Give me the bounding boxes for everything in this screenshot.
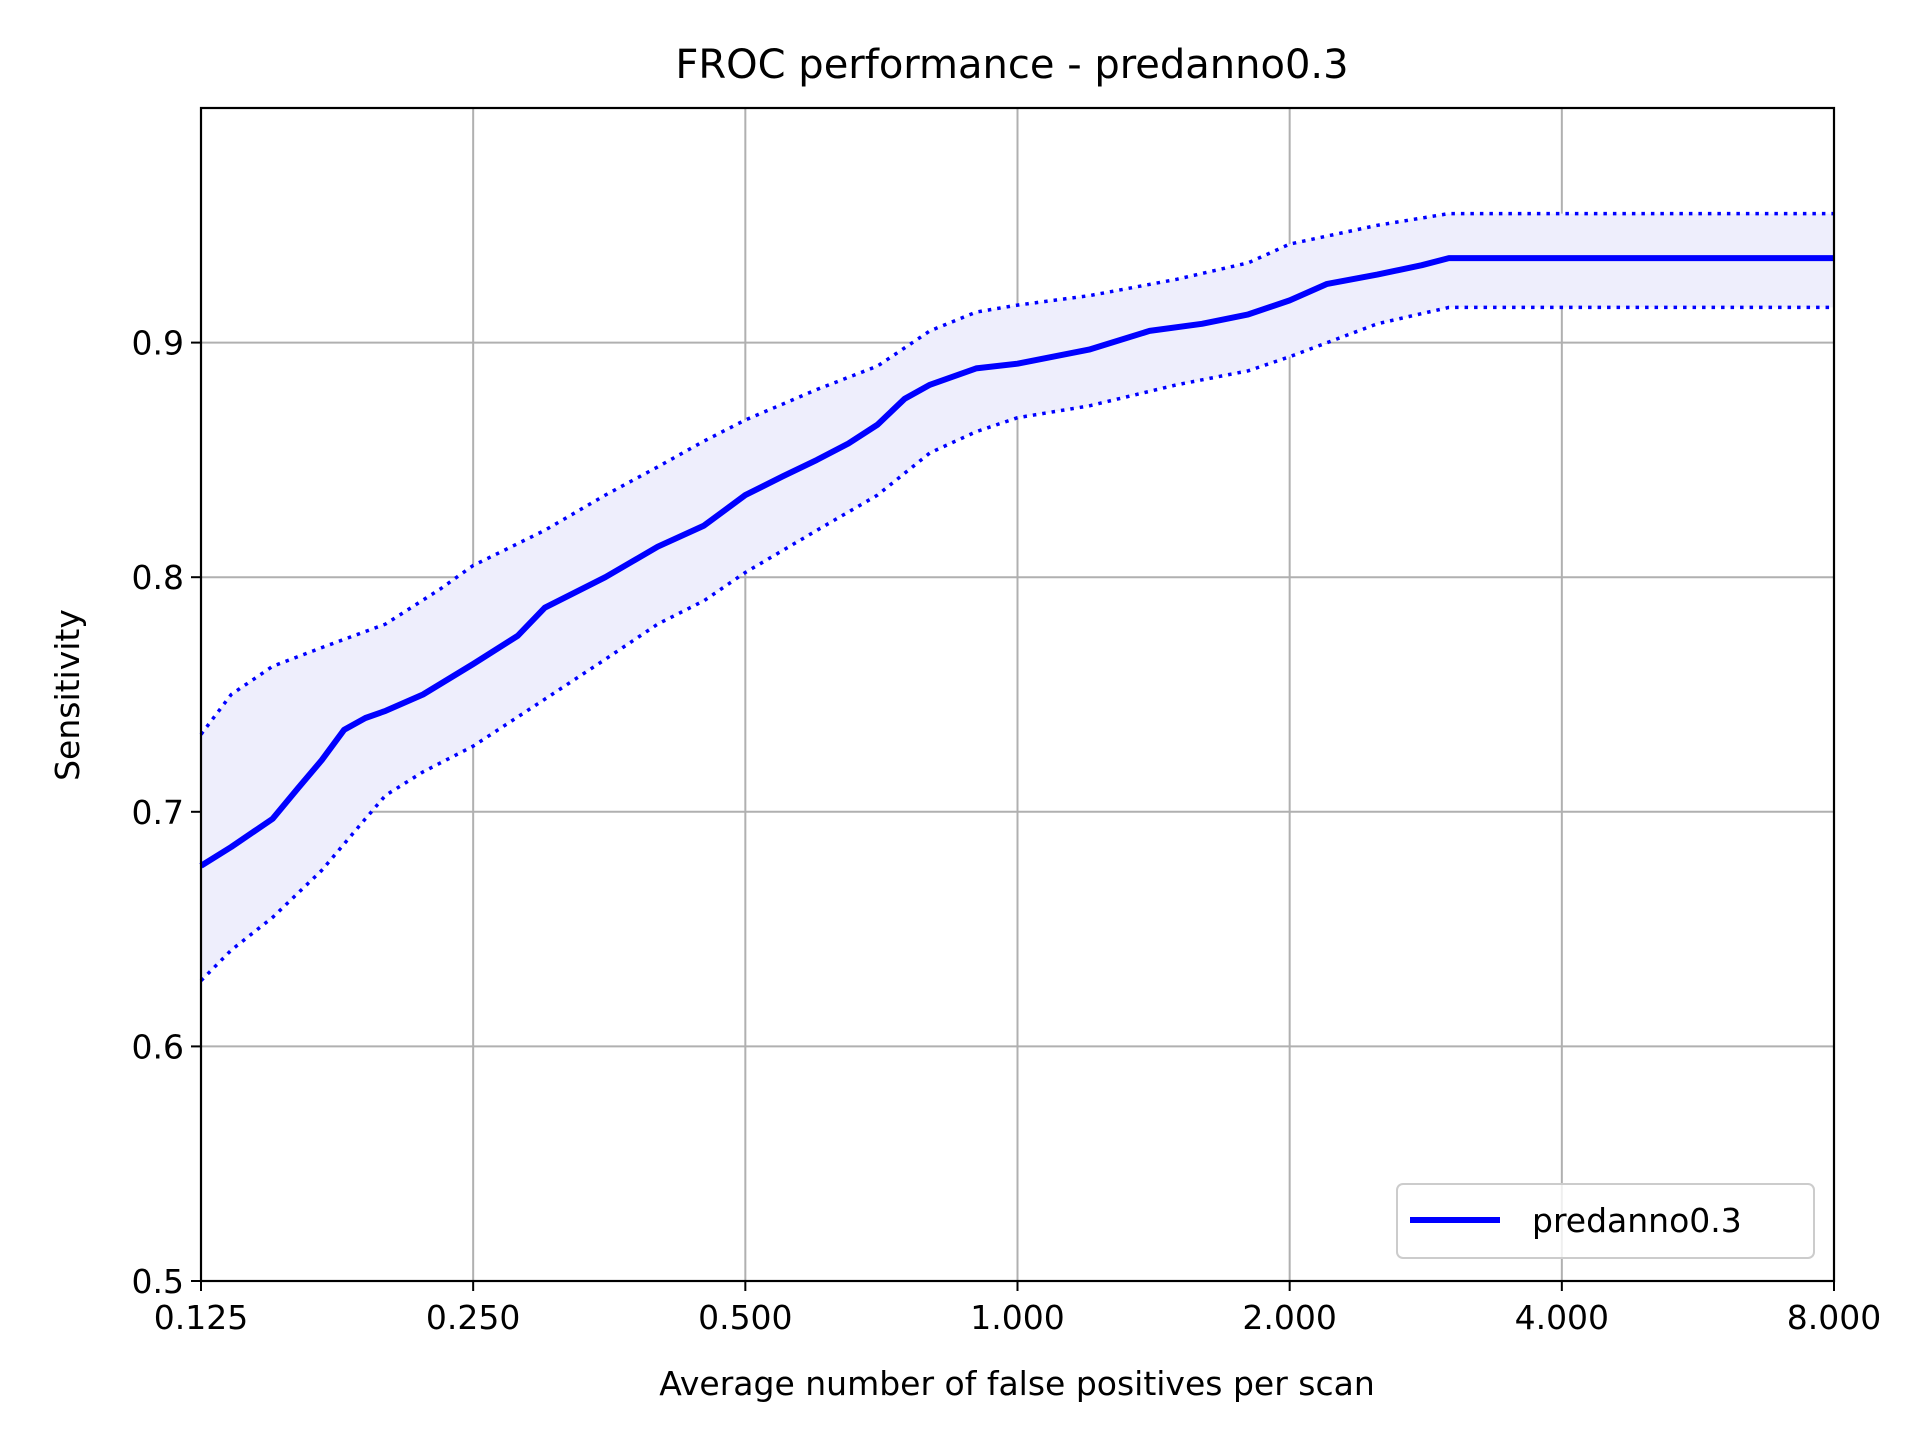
x-tick-label: 0.500 bbox=[698, 1298, 792, 1337]
x-axis-title: Average number of false positives per sc… bbox=[659, 1364, 1374, 1403]
x-axis: 0.125 0.250 0.500 1.000 2.000 4.000 8.000 bbox=[154, 1281, 1881, 1337]
y-axis: 0.5 0.6 0.7 0.8 0.9 bbox=[132, 324, 201, 1301]
lower-bound-line bbox=[199, 305, 1834, 982]
x-tick-label: 8.000 bbox=[1787, 1298, 1881, 1337]
predanno-line bbox=[199, 255, 1834, 869]
confidence-band-fill bbox=[201, 213, 1834, 981]
y-tick-label: 0.7 bbox=[132, 793, 184, 832]
y-tick-label: 0.9 bbox=[132, 324, 184, 363]
upper-bound-line bbox=[199, 211, 1834, 736]
x-tick-label: 4.000 bbox=[1515, 1298, 1609, 1337]
confidence-band bbox=[201, 213, 1834, 981]
x-tick-label: 0.125 bbox=[154, 1298, 248, 1337]
series-lines bbox=[199, 211, 1834, 982]
x-tick-label: 2.000 bbox=[1242, 1298, 1336, 1337]
x-tick-label: 1.000 bbox=[970, 1298, 1064, 1337]
legend-frame bbox=[1396, 1183, 1815, 1259]
x-tick-label: 0.250 bbox=[426, 1298, 520, 1337]
chart-title: FROC performance - predanno0.3 bbox=[675, 42, 1348, 88]
legend-label: predanno0.3 bbox=[1532, 1201, 1742, 1240]
y-tick-label: 0.5 bbox=[132, 1262, 184, 1301]
legend: predanno0.3 bbox=[1396, 1183, 1815, 1259]
y-tick-label: 0.6 bbox=[132, 1027, 184, 1066]
y-tick-label: 0.8 bbox=[132, 558, 184, 597]
y-axis-title: Sensitivity bbox=[48, 609, 87, 781]
